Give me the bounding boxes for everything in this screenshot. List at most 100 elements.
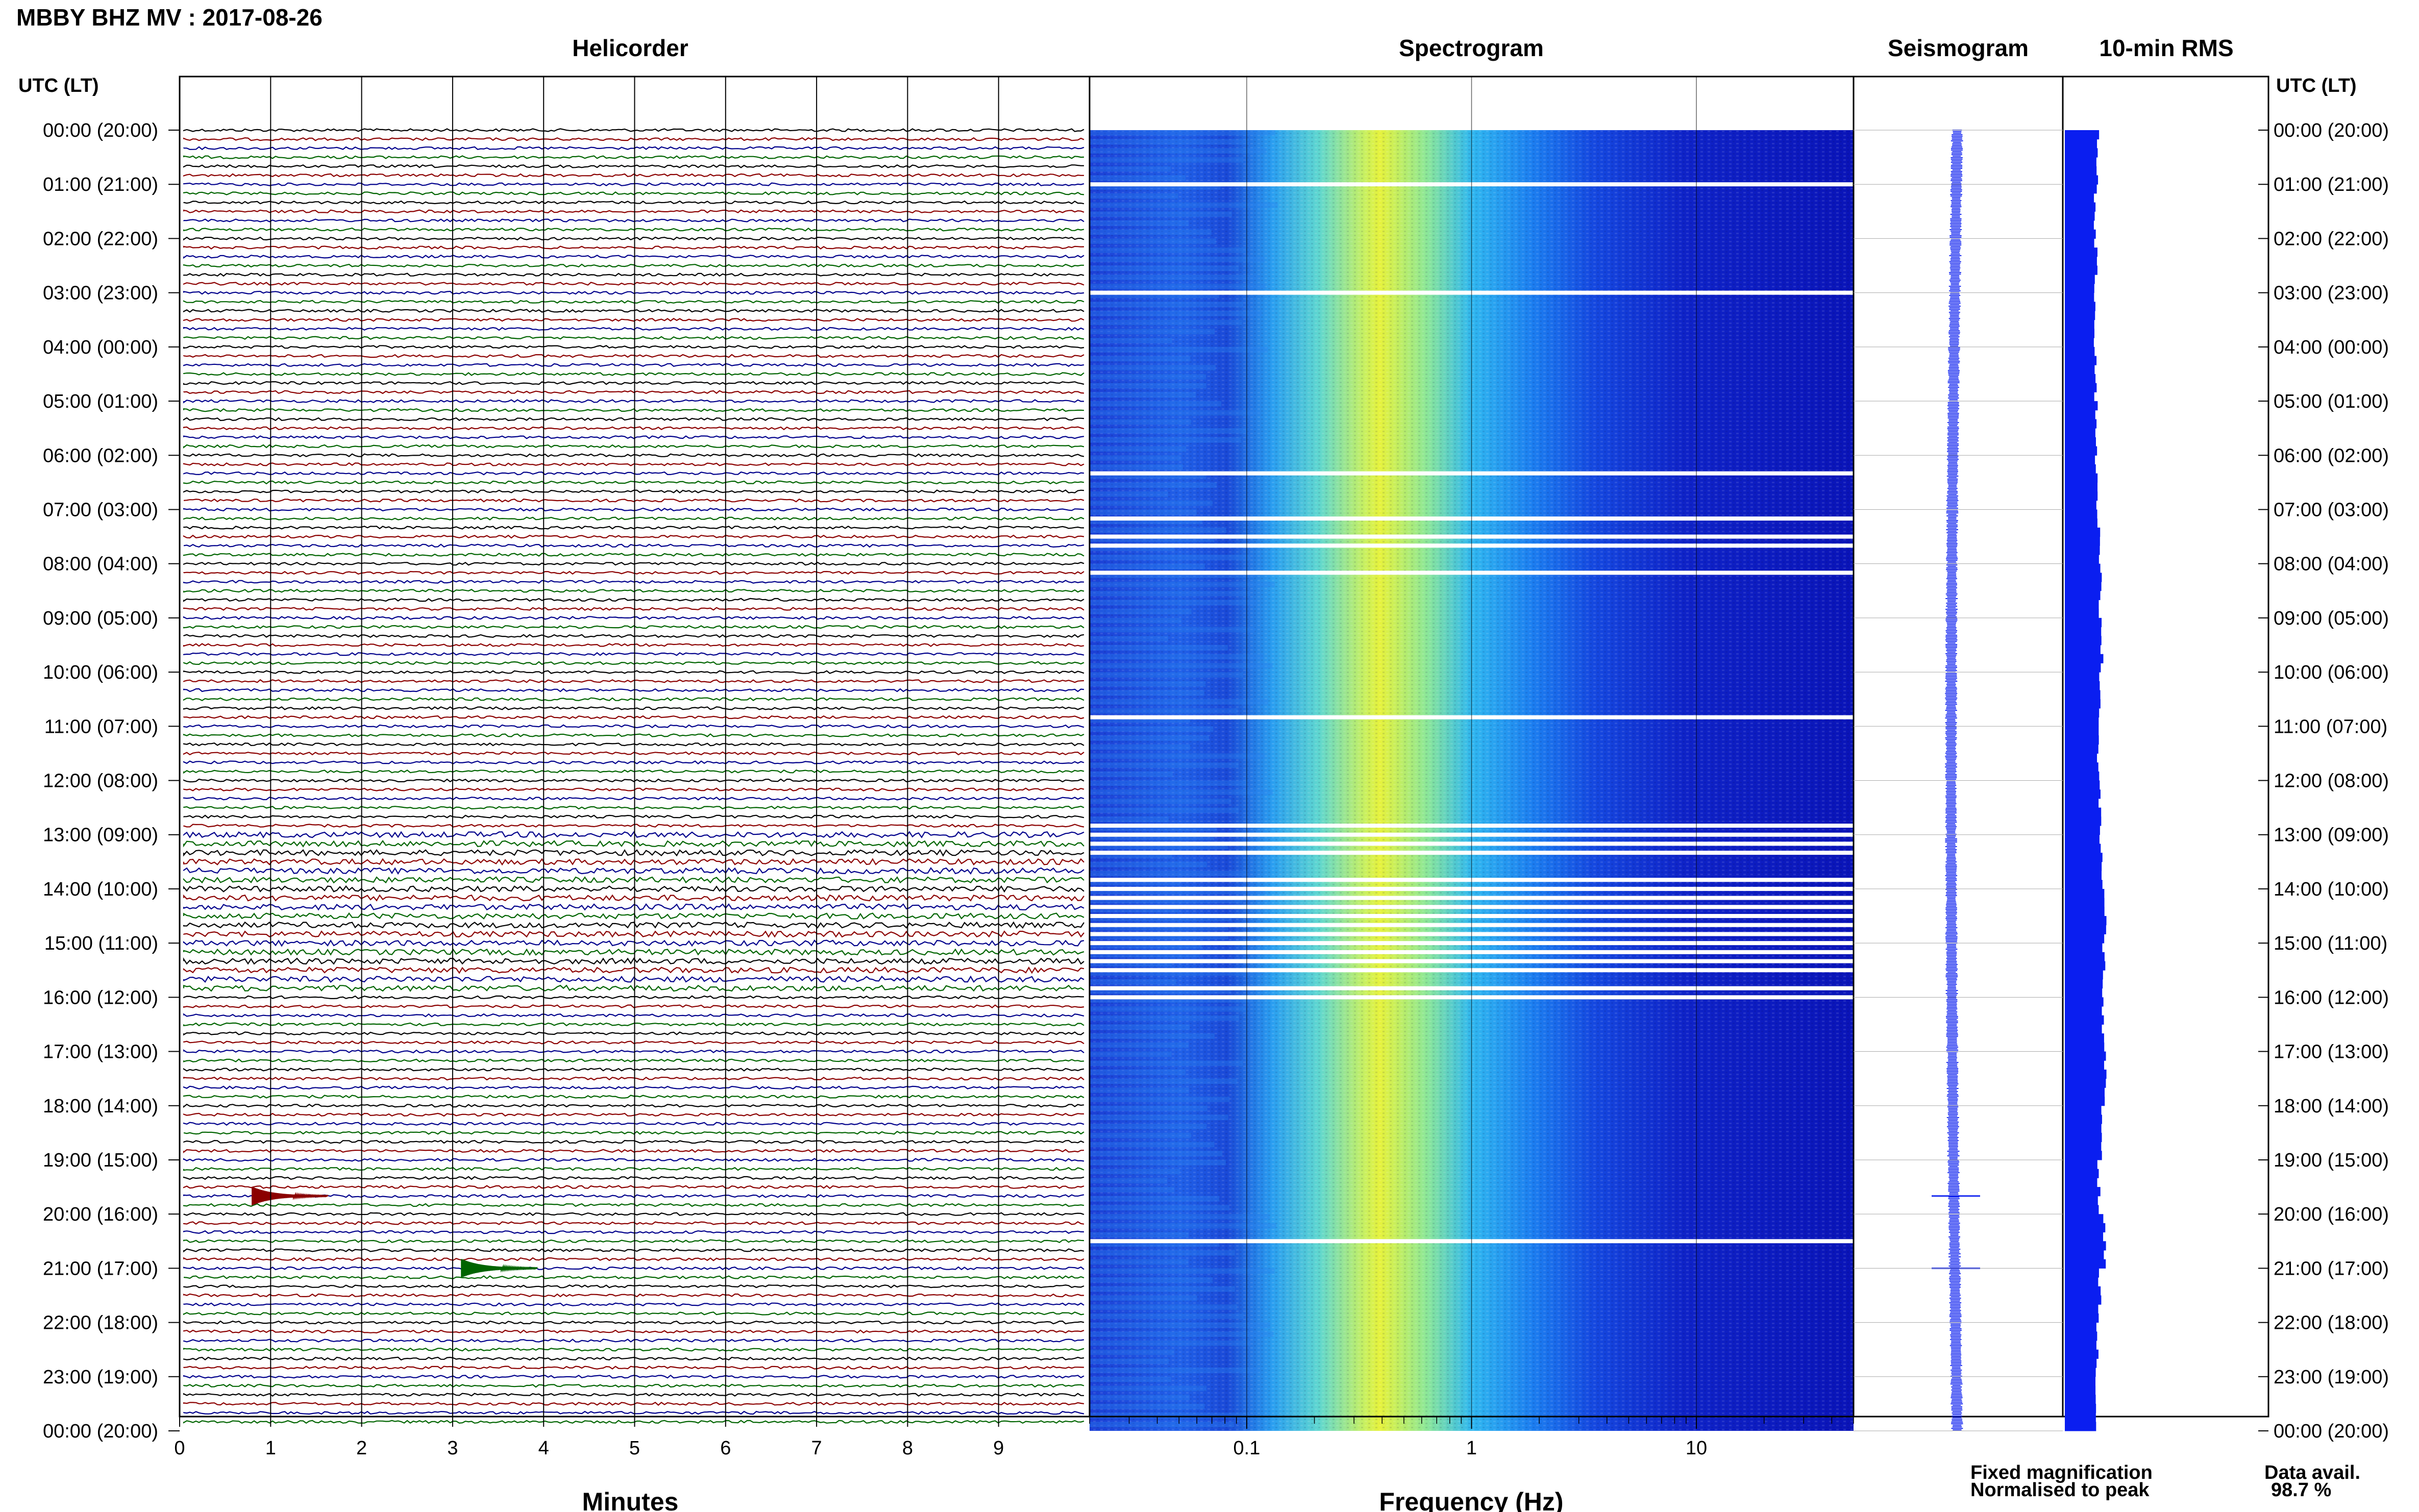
spectrogram-panel [1089, 76, 1855, 1431]
time-tick-left: 12:00 (08:00) [43, 771, 158, 792]
helicorder-trace [183, 453, 1084, 458]
helicorder-trace [183, 128, 1084, 132]
helicorder-trace [183, 1158, 1084, 1162]
helicorder-trace [183, 1339, 1084, 1343]
helicorder-trace [183, 634, 1084, 638]
data-avail-label: Data avail. [2264, 1462, 2360, 1483]
spectrogram-streak [1090, 319, 1242, 326]
spectrogram-streak [1090, 1060, 1243, 1066]
helicorder-trace [183, 489, 1084, 494]
helicorder-trace [183, 408, 1084, 412]
rms-bar [2065, 374, 2096, 384]
spectrogram-streak [1090, 1368, 1259, 1373]
rms-bar [2065, 1241, 2106, 1251]
rms-bar [2065, 175, 2099, 185]
helicorder-trace [183, 525, 1084, 530]
rms-bar [2065, 907, 2105, 916]
time-tick-left: 15:00 (11:00) [44, 933, 158, 954]
frequency-tick-label: 0.1 [1233, 1437, 1261, 1459]
time-tick-right: 06:00 (02:00) [2274, 445, 2389, 466]
spectrogram-streak [1090, 1376, 1171, 1382]
helicorder-trace [183, 975, 1084, 983]
spectrogram-streak [1090, 699, 1269, 705]
rms-bar [2065, 934, 2105, 944]
rms-bar [2065, 708, 2100, 718]
rms-bar [2065, 211, 2095, 221]
time-tick-left: 06:00 (02:00) [43, 445, 158, 466]
rms-bar [2065, 546, 2100, 555]
spectrogram-streak [1090, 1349, 1174, 1355]
helicorder-trace [183, 381, 1084, 385]
rms-bar [2065, 1142, 2102, 1151]
helicorder-trace [183, 1013, 1084, 1018]
spectrogram-streak [1090, 1105, 1207, 1111]
spectrogram-streak [1090, 1259, 1189, 1265]
time-tick-left: 14:00 (10:00) [43, 879, 158, 900]
spectrogram-streak [1090, 1114, 1228, 1121]
time-tick-right: 23:00 (19:00) [2274, 1367, 2389, 1388]
helicorder-trace [183, 1149, 1084, 1154]
helicorder-trace [183, 1176, 1084, 1180]
helicorder-trace [183, 1275, 1084, 1279]
helicorder-trace [183, 1112, 1084, 1117]
rms-bar [2065, 789, 2101, 799]
time-tick-right: 03:00 (23:00) [2274, 283, 2389, 304]
rms-bar [2065, 582, 2102, 591]
rms-bar [2065, 1024, 2102, 1034]
spectrogram-streak [1090, 500, 1213, 506]
rms-bar [2065, 256, 2097, 266]
spectrogram-streak [1090, 943, 1202, 949]
rms-bar [2065, 735, 2099, 745]
x-axis-ticks: 0 1 2 3 4 5 6 7 8 9 0.1 1 10 [174, 1417, 1854, 1459]
helicorder-trace [183, 751, 1084, 756]
rms-bar [2065, 1376, 2095, 1386]
spectrogram-streak [1090, 437, 1241, 443]
rms-bar [2065, 988, 2103, 998]
helicorder-trace [183, 1122, 1084, 1126]
time-tick-right: 16:00 (12:00) [2274, 987, 2389, 1008]
rms-bar [2065, 1196, 2098, 1205]
spectrogram-streak [1090, 1196, 1220, 1202]
rms-bar [2065, 1295, 2102, 1305]
helicorder-trace [183, 1085, 1084, 1090]
rms-bar [2065, 311, 2095, 320]
spectrogram-streak [1090, 527, 1227, 533]
rms-bar [2065, 139, 2097, 148]
rms-bar [2065, 753, 2097, 763]
spectrogram-streak [1090, 573, 1255, 578]
utc-label-left: UTC (LT) [18, 75, 99, 96]
helicorder-trace [183, 1103, 1084, 1108]
spectrogram-streak [1090, 491, 1168, 497]
figure-title: MBBY BHZ MV : 2017-08-26 [16, 4, 323, 31]
rms-bar [2065, 1114, 2102, 1124]
rms-bar [2065, 699, 2101, 709]
helicorder-trace [183, 805, 1084, 810]
rms-bar [2065, 401, 2098, 411]
rms-bar [2065, 157, 2096, 167]
spectrogram-streak [1090, 871, 1248, 877]
rms-bar [2065, 1250, 2104, 1260]
helicorder-trace [183, 345, 1084, 349]
spectrogram-streak [1090, 428, 1247, 434]
time-tick-left: 10:00 (06:00) [43, 662, 158, 683]
time-tick-left: 17:00 (13:00) [43, 1042, 158, 1063]
rms-bar [2065, 961, 2106, 971]
spectrogram-streak [1090, 1015, 1239, 1021]
rms-bar [2065, 1223, 2106, 1233]
spectrogram-streak [1090, 717, 1191, 723]
helicorder-trace [183, 778, 1084, 783]
spectrogram-streak [1090, 1042, 1189, 1048]
rms-bar [2065, 446, 2097, 456]
spectrogram-streak [1090, 1051, 1172, 1057]
helicorder-trace [183, 661, 1084, 665]
rms-bar [2065, 898, 2105, 907]
time-tick-left: 01:00 (21:00) [43, 174, 158, 195]
rms-bar [2065, 690, 2101, 700]
helicorder-trace [183, 885, 1084, 893]
rms-bar [2065, 853, 2103, 862]
spectrogram-streak [1090, 1412, 1249, 1419]
rms-bar [2065, 1268, 2099, 1278]
rms-bar [2065, 1304, 2099, 1314]
spectrogram-streak [1090, 220, 1189, 226]
